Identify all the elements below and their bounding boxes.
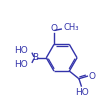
Text: HO: HO (75, 88, 89, 97)
Text: HO: HO (14, 46, 28, 55)
Text: CH₃: CH₃ (63, 23, 79, 32)
Text: O: O (51, 24, 57, 33)
Text: O: O (88, 72, 95, 81)
Text: HO: HO (14, 60, 28, 69)
Text: B: B (32, 53, 38, 62)
